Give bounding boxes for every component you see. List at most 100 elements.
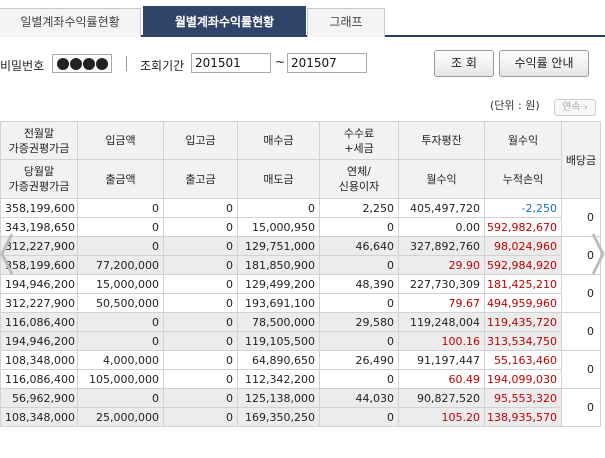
table-cell: 119,248,004 <box>398 312 485 332</box>
table-cell: 193,691,100 <box>237 293 320 313</box>
start-month-input[interactable]: 201501 <box>191 53 271 73</box>
table-cell: 2,250 <box>319 198 399 218</box>
table-cell: 327,892,760 <box>398 236 485 256</box>
table-cell: 0 <box>77 236 164 256</box>
table-cell: 29,580 <box>319 312 399 332</box>
table-cell: 116,086,400 <box>0 369 78 389</box>
table-cell: 0 <box>319 255 399 275</box>
table-cell: 0 <box>77 388 164 408</box>
col-monthly-profit: 월수익 <box>484 121 562 160</box>
filter-bar: 비밀번호 조회기간 201501 ~ 201507 조 회 수익률 안내 <box>0 38 605 90</box>
table-cell: 312,227,900 <box>0 293 78 313</box>
table-cell: 4,000,000 <box>77 350 164 370</box>
table-row: 312,227,900 0 0 129,751,000 46,640 327,892,76… <box>0 236 601 275</box>
table-cell: 0 <box>163 331 238 351</box>
table-cell: 108,348,000 <box>0 407 78 427</box>
table-cell: 592,984,920 <box>484 255 562 275</box>
continue-button[interactable]: 연속 › <box>554 99 596 116</box>
table-row: 116,086,400 105,000,000 0 112,342,200 0 60.49… <box>0 369 601 389</box>
table-cell: 0 <box>163 198 238 218</box>
table-cell: 0 <box>163 236 238 256</box>
password-field[interactable] <box>52 54 112 73</box>
tab-bar: 일별계좌수익률현황 월별계좌수익률현황 그래프 <box>0 0 605 37</box>
table-row: 358,199,600 77,200,000 0 181,850,900 0 29.90 5… <box>0 255 601 275</box>
col-sell-amount: 매도금 <box>237 159 320 199</box>
col-prev-month-eval: 전월말 가증권평가금 <box>0 121 78 160</box>
table-cell: 0 <box>319 331 399 351</box>
period-label: 조회기간 <box>140 59 185 73</box>
table-cell: 15,000,950 <box>237 217 320 237</box>
table-cell: 0 <box>163 217 238 237</box>
table-cell: 46,640 <box>319 236 399 256</box>
dividend-cell: 0 <box>561 350 601 389</box>
table-cell: 90,827,520 <box>398 388 485 408</box>
unit-label: (단위 : 원) <box>490 99 540 112</box>
table-cell: 64,890,650 <box>237 350 320 370</box>
search-button[interactable]: 조 회 <box>434 50 494 77</box>
table-cell: 494,959,960 <box>484 293 562 313</box>
table-cell: 0 <box>163 255 238 275</box>
table-cell: 0 <box>163 293 238 313</box>
return-guide-button[interactable]: 수익률 안내 <box>499 50 589 77</box>
dividend-cell: 0 <box>561 274 601 313</box>
table-cell: 227,730,309 <box>398 274 485 294</box>
table-cell: 313,534,750 <box>484 331 562 351</box>
table-row: 343,198,650 0 0 15,000,950 0 0.00 592,982,670 <box>0 217 601 237</box>
table-cell: 0 <box>319 407 399 427</box>
table-cell: 0 <box>319 369 399 389</box>
table-cell: 105,000,000 <box>77 369 164 389</box>
dividend-cell: 0 <box>561 198 601 237</box>
table-row: 108,348,000 25,000,000 0 169,350,250 0 105.20… <box>0 407 601 427</box>
period-tilde: ~ <box>275 55 286 69</box>
col-curr-month-eval: 당월말 가증권평가금 <box>0 159 78 199</box>
col-monthly-return: 월수익 <box>398 159 485 199</box>
table-cell: 592,982,670 <box>484 217 562 237</box>
table-cell: 78,500,000 <box>237 312 320 332</box>
tab-monthly-return[interactable]: 월별계좌수익률현황 <box>143 6 306 37</box>
table-cell: 44,030 <box>319 388 399 408</box>
table-cell: -2,250 <box>484 198 562 218</box>
table-cell: 60.49 <box>398 369 485 389</box>
table-cell: 0 <box>163 312 238 332</box>
table-cell: 0 <box>163 369 238 389</box>
table-cell: 119,105,500 <box>237 331 320 351</box>
table-cell: 125,138,000 <box>237 388 320 408</box>
table-row: 194,946,200 15,000,000 0 129,499,200 48,390 2… <box>0 274 601 313</box>
col-buy-amount: 매수금 <box>237 121 320 160</box>
table-cell: 55,163,460 <box>484 350 562 370</box>
table-row: 312,227,900 50,500,000 0 193,691,100 0 79.67 4… <box>0 293 601 313</box>
table-cell: 129,499,200 <box>237 274 320 294</box>
table-body: 358,199,600 0 0 0 2,250 405,497,720 -2,250 0 343… <box>0 198 601 427</box>
filter-separator <box>126 56 127 71</box>
table-cell: 0 <box>77 198 164 218</box>
table-row: 108,348,000 4,000,000 0 64,890,650 26,490 91,… <box>0 350 601 389</box>
table-row: 56,962,900 0 0 125,138,000 44,030 90,827,520 9… <box>0 388 601 427</box>
col-fee-tax: 수수료 +세금 <box>319 121 399 160</box>
table-cell: 15,000,000 <box>77 274 164 294</box>
table-cell: 0 <box>163 350 238 370</box>
table-cell: 0 <box>77 217 164 237</box>
table-cell: 194,946,200 <box>0 274 78 294</box>
col-dividend: 배당금 <box>561 121 601 199</box>
dividend-cell: 0 <box>561 312 601 351</box>
chevron-left-icon[interactable] <box>0 232 14 276</box>
table-cell: 0 <box>163 274 238 294</box>
tab-graph[interactable]: 그래프 <box>307 8 385 37</box>
table-cell: 29.90 <box>398 255 485 275</box>
table-cell: 100.16 <box>398 331 485 351</box>
table-cell: 0 <box>237 198 320 218</box>
tab-daily-return[interactable]: 일별계좌수익률현황 <box>0 8 141 37</box>
col-stock-in: 입고금 <box>163 121 238 160</box>
table-cell: 0 <box>77 312 164 332</box>
table-cell: 50,500,000 <box>77 293 164 313</box>
table-row: 194,946,200 0 0 119,105,500 0 100.16 313,534,7… <box>0 331 601 351</box>
table-cell: 26,490 <box>319 350 399 370</box>
table-cell: 0 <box>77 331 164 351</box>
col-withdrawal: 출금액 <box>77 159 164 199</box>
end-month-input[interactable]: 201507 <box>287 53 367 73</box>
password-label: 비밀번호 <box>0 59 45 73</box>
table-cell: 79.67 <box>398 293 485 313</box>
chevron-right-icon[interactable] <box>591 232 605 276</box>
table-cell: 95,553,320 <box>484 388 562 408</box>
table-cell: 358,199,600 <box>0 198 78 218</box>
